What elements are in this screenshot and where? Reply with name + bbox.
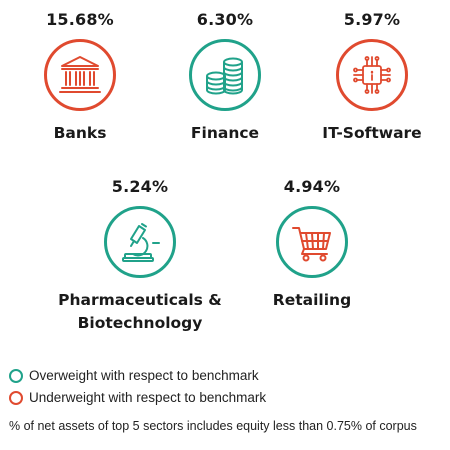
sector-name: Retailing: [272, 291, 352, 309]
sector-percent: 6.30%: [196, 10, 254, 29]
overweight-circle-icon: [9, 368, 23, 383]
chip-icon: [353, 56, 391, 94]
footnote: % of net assets of top 5 sectors include…: [9, 419, 417, 433]
legend-underweight-label: Underweight with respect to benchmark: [29, 390, 267, 405]
legend: Overweight with respect to benchmark Und…: [9, 366, 266, 410]
sector-percent: 4.94%: [283, 177, 341, 196]
sector-name: Finance: [190, 124, 260, 142]
sector-percent: 15.68%: [46, 10, 114, 29]
sector-name: IT-Software: [322, 124, 422, 142]
underweight-ring: [44, 39, 116, 111]
legend-overweight-label: Overweight with respect to benchmark: [29, 368, 259, 383]
legend-underweight: Underweight with respect to benchmark: [9, 388, 266, 407]
sector-name: Banks: [53, 124, 107, 142]
legend-overweight: Overweight with respect to benchmark: [9, 366, 266, 385]
sector-name-line-2: Biotechnology: [77, 314, 203, 332]
sector-retailing: 4.94% Retailing: [257, 177, 367, 312]
sector-it-software: 5.97% IT-Software: [317, 10, 427, 145]
bank-icon: [59, 56, 101, 93]
sector-pharmaceuticals-biotechnology: 5.24% Pharmaceuticals & Biotechnology: [40, 177, 240, 335]
sector-name: Pharmaceuticals & Biotechnology: [58, 289, 222, 335]
sector-percent: 5.24%: [111, 177, 169, 196]
sector-name-line-1: Pharmaceuticals &: [58, 291, 222, 309]
sector-banks: 15.68% Banks: [25, 10, 135, 145]
sector-percent: 5.97%: [343, 10, 401, 29]
overweight-ring: [104, 206, 176, 278]
microscope-icon: [122, 223, 160, 262]
sector-finance: 6.30% Finance: [170, 10, 280, 145]
overweight-ring: [189, 39, 261, 111]
shopping-cart-icon: [292, 227, 331, 262]
overweight-ring: [276, 206, 348, 278]
coins-icon: [206, 57, 243, 95]
underweight-circle-icon: [9, 390, 23, 405]
underweight-ring: [336, 39, 408, 111]
